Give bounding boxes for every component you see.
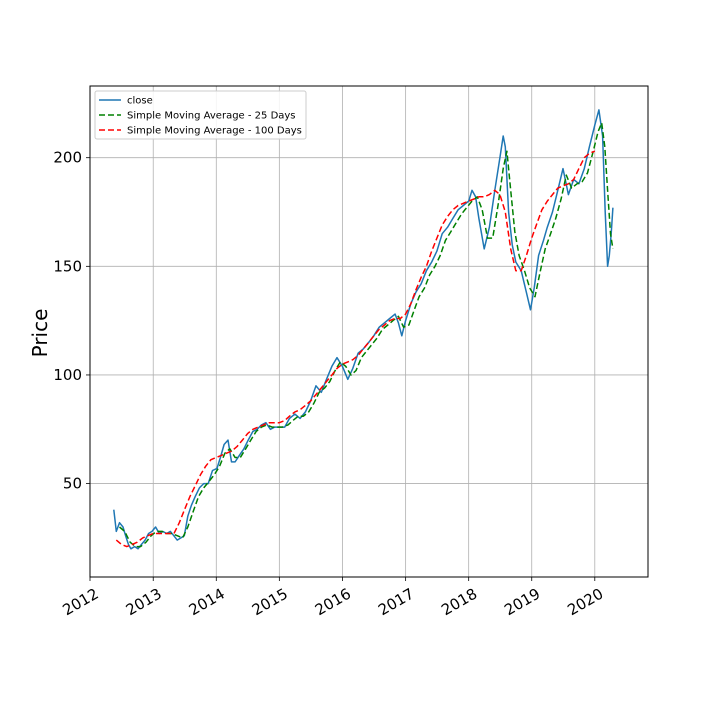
legend-label-0: close (127, 96, 153, 107)
y-axis-title: Price (28, 309, 52, 358)
series-lines (113, 109, 614, 550)
y-axis: 50 100 150 200 (53, 149, 90, 493)
plot-area-frame (89, 85, 649, 578)
legend-box (94, 90, 307, 140)
series-line-0 (113, 109, 614, 550)
legend: close Simple Moving Average - 25 Days Simp… (94, 90, 307, 140)
series-line-1 (119, 122, 614, 548)
y-tick-label: 100 (53, 366, 82, 384)
y-tick-label: 150 (53, 257, 82, 275)
legend-label-2: Simple Moving Average - 100 Days (127, 126, 302, 137)
grid (89, 86, 648, 577)
legend-label-1: Simple Moving Average - 25 Days (127, 111, 296, 122)
series-line-2 (115, 150, 596, 548)
y-tick-label: 200 (53, 149, 82, 167)
y-tick-label: 50 (63, 475, 82, 493)
